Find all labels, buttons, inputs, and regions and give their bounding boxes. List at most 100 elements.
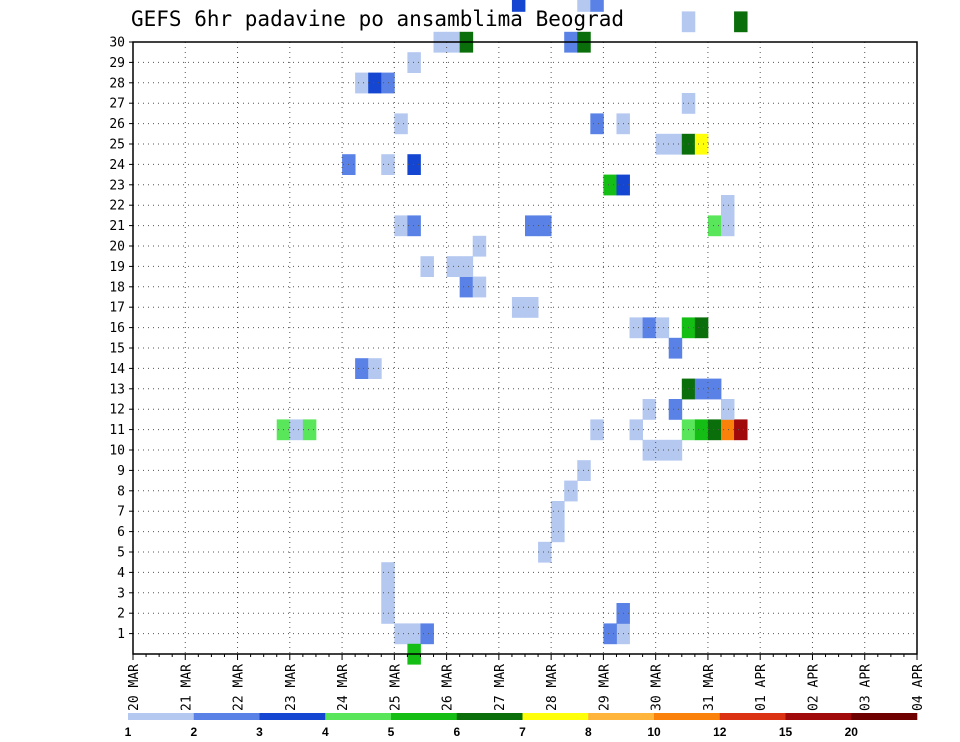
x-tick-label: 03 APR [859,664,874,711]
heatmap-cell [394,623,408,645]
heatmap-cell [668,133,683,155]
y-tick-label: 14 [109,362,125,377]
legend-swatch [719,713,786,720]
y-tick-label: 12 [109,403,125,418]
y-tick-label: 5 [117,546,125,561]
legend-tick-label: 4 [322,725,329,739]
heatmap-cell [577,0,591,12]
heatmap-cell [302,419,317,441]
y-tick-label: 20 [109,240,125,255]
heatmap-cell [694,133,709,155]
heatmap-cell [525,297,539,318]
heatmap-cell [668,337,683,359]
legend-tick-label: 1 [125,725,132,739]
x-tick-label: 21 MAR [179,664,194,711]
y-tick-label: 29 [109,56,125,71]
color-legend: 1 2 3 4 5 6 7 8 10 12 15 20 [125,713,918,739]
heatmap-cell [721,215,735,237]
y-tick-label: 17 [109,301,125,316]
heatmap-cell [407,52,421,73]
heatmap-cell [590,0,604,12]
y-tick-label: 19 [109,260,125,275]
heatmap-cell [655,439,670,461]
legend-swatch [391,713,458,720]
legend-swatch [522,713,589,720]
chart-grid [133,41,917,654]
heatmap-cell [590,113,604,135]
y-tick-label: 11 [109,423,125,438]
y-tick-label: 28 [109,76,125,91]
heatmap-cell [668,439,683,461]
legend-tick-label: 2 [190,725,197,739]
heatmap-cell [289,419,304,441]
heatmap-cell [590,419,604,441]
heatmap-cell [472,276,487,298]
heatmap-cell [459,276,474,298]
heatmap-cell [642,439,657,461]
heatmap-cell [459,256,474,277]
x-tick-label: 20 MAR [127,664,142,711]
x-tick-label: 27 MAR [493,664,508,711]
y-tick-label: 21 [109,219,125,234]
y-tick-label: 13 [109,382,125,397]
y-tick-label: 6 [117,525,125,540]
heatmap-cell [538,215,552,237]
y-tick-label: 9 [117,464,125,479]
legend-tick-label: 6 [453,725,460,739]
heatmap-cell [721,195,735,216]
heatmap-cell [655,133,670,155]
heatmap-cell [668,399,683,420]
legend-tick-label: 7 [519,725,526,739]
heatmap-cell [407,215,421,237]
y-tick-label: 15 [109,342,125,357]
x-tick-label: 02 APR [807,664,822,711]
y-tick-label: 24 [109,158,125,173]
heatmap-cell [368,358,382,379]
y-tick-label: 4 [117,566,125,581]
heatmap-cell [577,460,591,481]
y-tick-label: 16 [109,321,125,336]
x-tick-label: 25 MAR [388,664,403,711]
heatmap-cell [407,154,421,175]
heatmap-cell [407,623,421,645]
heatmap-cell [694,419,709,441]
x-tick-label: 23 MAR [284,664,299,711]
heatmap-cell [394,113,408,135]
y-tick-label: 1 [117,627,125,642]
legend-tick-label: 20 [845,725,859,739]
heatmap-cell [707,215,722,237]
y-tick-label: 27 [109,97,125,112]
y-tick-label: 25 [109,138,125,153]
x-tick-label: 29 MAR [597,664,612,711]
heatmap-cell [603,623,617,645]
heatmap-cell [721,419,735,441]
x-axis: 20 MAR 21 MAR 22 MAR 23 MAR 24 MAR 25 MAR 26 M… [127,654,926,711]
plot-frame [132,41,918,655]
heatmap-cell [707,419,722,441]
heatmap-cell [734,11,748,33]
heatmap-cell [551,521,565,543]
x-tick-label: 24 MAR [336,664,351,711]
legend-swatch [654,713,721,720]
legend-swatch [193,713,260,720]
y-axis: 1234567891011121314151617181920212223242… [109,36,133,642]
legend-swatch [785,713,852,720]
heatmap-cells [276,0,748,665]
heatmap-cell [734,419,748,441]
y-tick-label: 23 [109,178,125,193]
heatmap-cell [642,399,657,420]
y-tick-label: 22 [109,199,125,214]
heatmap-cell [394,215,408,237]
heatmap-cell [655,317,670,339]
heatmap-cell [681,11,696,33]
y-tick-label: 10 [109,444,125,459]
heatmap-cell [642,317,657,339]
chart-title: GEFS 6hr padavine po ansamblima Beograd [131,7,624,31]
heatmap-cell [629,419,643,441]
y-tick-label: 26 [109,117,125,132]
x-tick-label: 01 APR [754,664,769,711]
y-tick-label: 7 [117,505,125,520]
heatmap-cell [472,235,487,257]
legend-tick-label: 10 [647,725,661,739]
